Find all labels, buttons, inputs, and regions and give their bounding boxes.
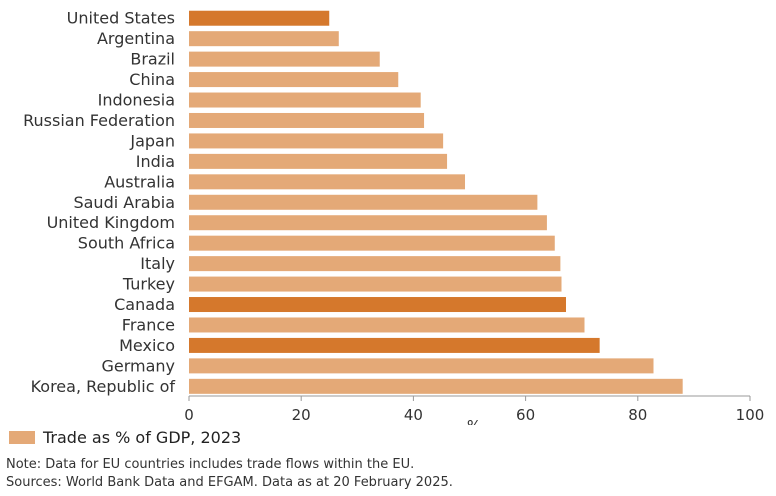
category-label-indonesia: Indonesia	[98, 91, 175, 110]
category-label-turkey: Turkey	[122, 275, 175, 294]
category-label-korea-republic-of: Korea, Republic of	[31, 377, 176, 396]
x-tick-label-60: 60	[516, 406, 535, 424]
x-axis-title: %	[467, 417, 481, 425]
footnotes: Note: Data for EU countries includes tra…	[6, 456, 453, 492]
bar-united-states	[189, 10, 330, 26]
bar-saudi-arabia	[189, 194, 538, 210]
sources-text: Sources: World Bank Data and EFGAM. Data…	[6, 475, 453, 490]
x-axis: 0 20 40 60 80 100	[184, 395, 765, 424]
bar-india	[189, 153, 448, 169]
category-label-mexico: Mexico	[119, 336, 175, 355]
legend-label: Trade as % of GDP, 2023	[43, 428, 242, 447]
bar-italy	[189, 256, 561, 272]
bar-united-kingdom	[189, 215, 547, 231]
x-tick-label-100: 100	[736, 406, 765, 424]
bar-brazil	[189, 51, 380, 67]
bar-france	[189, 317, 585, 333]
bars-group	[189, 10, 683, 394]
bar-china	[189, 72, 399, 88]
category-label-brazil: Brazil	[130, 50, 175, 69]
category-label-russian-federation: Russian Federation	[23, 111, 175, 130]
category-label-france: France	[122, 315, 175, 334]
bar-south-africa	[189, 235, 555, 251]
bar-mexico	[189, 337, 600, 353]
bar-canada	[189, 297, 566, 313]
bar-indonesia	[189, 92, 421, 108]
bar-turkey	[189, 276, 562, 292]
category-label-canada: Canada	[114, 295, 175, 314]
category-label-australia: Australia	[104, 172, 175, 191]
bar-japan	[189, 133, 444, 149]
category-label-india: India	[136, 152, 175, 171]
category-label-argentina: Argentina	[97, 29, 175, 48]
category-label-china: China	[129, 70, 175, 89]
x-tick-label-20: 20	[292, 406, 311, 424]
category-label-germany: Germany	[101, 356, 175, 375]
bar-argentina	[189, 31, 339, 47]
legend: Trade as % of GDP, 2023	[9, 428, 241, 447]
x-tick-label-0: 0	[184, 406, 194, 424]
category-label-japan: Japan	[129, 131, 175, 150]
category-label-saudi-arabia: Saudi Arabia	[73, 193, 175, 212]
x-tick-label-40: 40	[404, 406, 423, 424]
bar-germany	[189, 358, 654, 374]
legend-swatch	[9, 431, 35, 444]
note-text: Note: Data for EU countries includes tra…	[6, 457, 415, 472]
bar-korea-republic-of	[189, 378, 683, 394]
category-label-united-kingdom: United Kingdom	[47, 213, 175, 232]
bar-australia	[189, 174, 466, 190]
category-label-italy: Italy	[140, 254, 175, 273]
category-label-south-africa: South Africa	[78, 234, 175, 253]
bar-russian-federation	[189, 112, 425, 128]
x-tick-label-80: 80	[628, 406, 647, 424]
category-label-united-states: United States	[67, 9, 175, 28]
